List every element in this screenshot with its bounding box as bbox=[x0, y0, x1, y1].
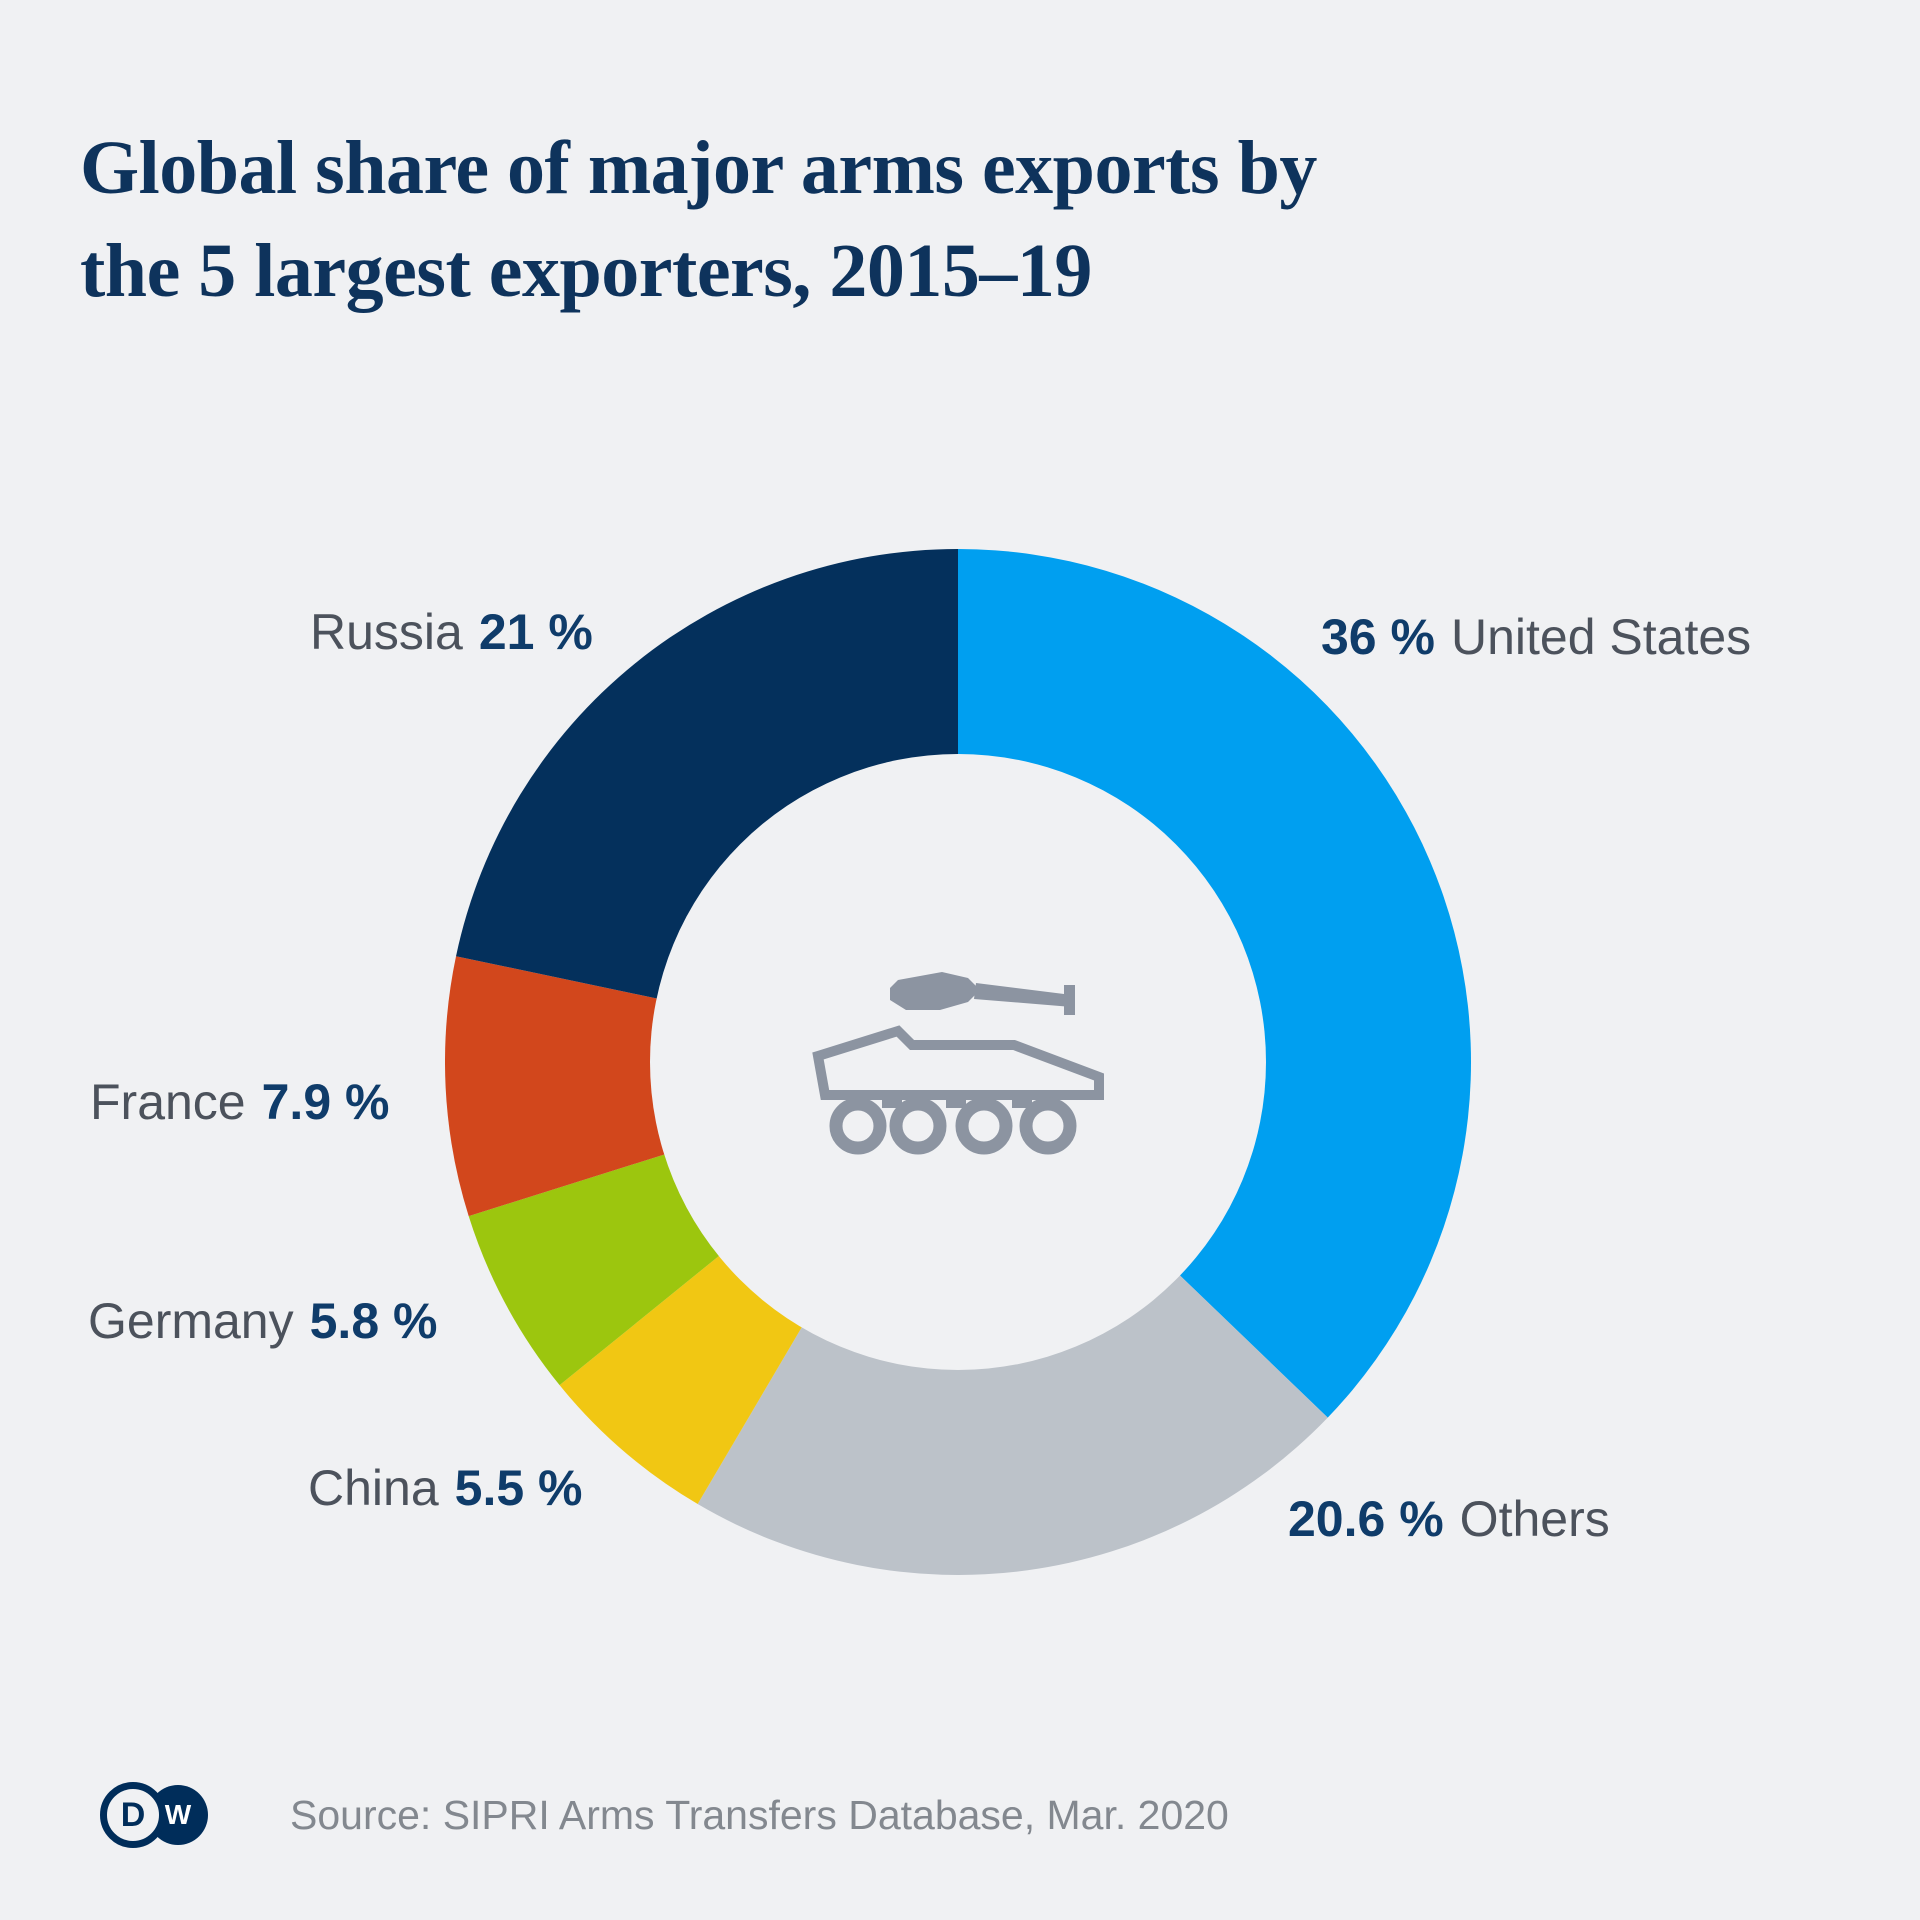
armored-vehicle-icon bbox=[812, 972, 1104, 1155]
segment-label-others: 20.6 % Others bbox=[1288, 1489, 1610, 1549]
segment-name: France bbox=[90, 1074, 246, 1130]
donut-chart bbox=[445, 549, 1471, 1575]
segment-name: Others bbox=[1459, 1491, 1610, 1547]
segment-name: China bbox=[308, 1460, 439, 1516]
source-text: Source: SIPRI Arms Transfers Database, M… bbox=[290, 1791, 1229, 1838]
segment-label-germany: Germany 5.8 % bbox=[88, 1291, 437, 1351]
segment-value: 20.6 % bbox=[1288, 1491, 1444, 1547]
segment-value: 7.9 % bbox=[261, 1074, 390, 1130]
segment-label-united-states: 36 % United States bbox=[1321, 607, 1751, 667]
segment-value: 21 % bbox=[478, 604, 593, 660]
footer: W D Source: SIPRI Arms Transfers Databas… bbox=[100, 1782, 1229, 1848]
dw-logo-d-circle: D bbox=[100, 1782, 166, 1848]
segment-label-russia: Russia 21 % bbox=[310, 602, 593, 662]
segment-value: 36 % bbox=[1321, 609, 1435, 665]
dw-logo: W D bbox=[100, 1782, 212, 1848]
segment-value: 5.8 % bbox=[309, 1293, 438, 1349]
donut-hole bbox=[650, 754, 1266, 1370]
page-title: Global share of major arms exports by th… bbox=[80, 125, 1317, 314]
segment-label-france: France 7.9 % bbox=[90, 1072, 389, 1132]
dw-logo-letter-w: W bbox=[164, 1799, 192, 1830]
segment-name: Germany bbox=[88, 1293, 294, 1349]
segment-label-china: China 5.5 % bbox=[308, 1458, 583, 1518]
segment-value: 5.5 % bbox=[454, 1460, 583, 1516]
segment-name: United States bbox=[1450, 609, 1752, 665]
segment-name: Russia bbox=[310, 604, 463, 660]
dw-logo-letter-d: D bbox=[120, 1795, 146, 1834]
